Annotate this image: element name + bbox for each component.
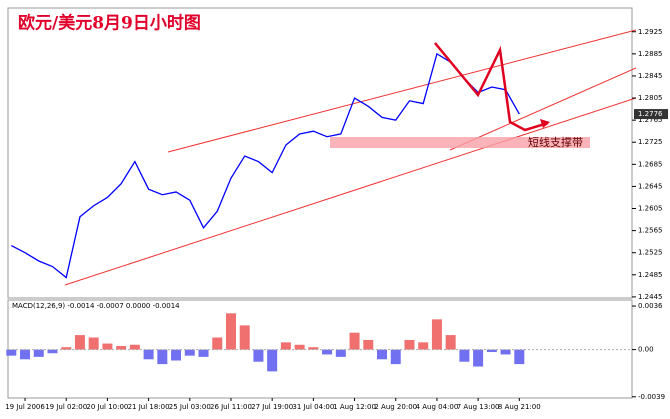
x-tick-label: 4 Aug 04:00 (416, 403, 459, 411)
macd-bar (225, 313, 236, 350)
macd-bar (308, 347, 319, 350)
macd-bar (239, 325, 250, 350)
x-tick-label: 25 Jul 03:00 (169, 403, 211, 411)
macd-bar (20, 349, 31, 360)
support-band (330, 137, 590, 148)
support-note: 短线支撑带 (528, 135, 583, 149)
macd-bar (47, 349, 58, 354)
macd-bar (6, 349, 17, 356)
macd-bar (390, 349, 401, 365)
y-tick-label: 1.2645 (638, 182, 663, 190)
macd-bar (363, 339, 374, 350)
macd-bar (500, 349, 511, 355)
macd-bar (322, 349, 333, 355)
macd-label: MACD(12,26,9) -0.0014 -0.0007 0.0000 -0.… (12, 302, 180, 310)
macd-bar (404, 339, 415, 350)
macd-bar (88, 337, 99, 350)
macd-bar (253, 349, 264, 362)
macd-bar (267, 349, 278, 372)
x-tick-label: 8 Aug 21:00 (498, 403, 541, 411)
macd-bar (157, 349, 168, 365)
y-tick-label: 1.2845 (638, 72, 663, 80)
macd-bar (171, 349, 182, 361)
macd-bar (349, 332, 360, 350)
x-tick-label: 2 Aug 20:00 (374, 403, 417, 411)
channel-lower (64, 97, 637, 286)
macd-bar (280, 342, 291, 350)
y-tick-label: 1.2765 (638, 116, 663, 124)
arrow-head (540, 119, 550, 128)
price-panel (7, 7, 633, 299)
macd-bar (116, 345, 127, 350)
last-price-box (634, 109, 668, 120)
chart-title: 欧元/美元8月9日小时图 (18, 13, 201, 34)
x-tick-label: 1 Aug 12:00 (333, 403, 376, 411)
y-tick-label: 1.2445 (638, 293, 663, 301)
channel-lines (64, 29, 637, 286)
y-tick-label: 1.2525 (638, 249, 663, 257)
y-tick-label: 1.2565 (638, 227, 663, 235)
macd-panel (7, 299, 633, 399)
macd-bar (61, 347, 72, 350)
macd-bar (514, 349, 525, 365)
last-price-label: 1.2776 (638, 110, 663, 118)
macd-bar (459, 349, 470, 362)
title-bg (14, 12, 264, 36)
forecast-arrow (434, 42, 549, 132)
macd-bar (335, 349, 346, 357)
macd-bar (198, 349, 209, 357)
y-tick-label: 1.2885 (638, 50, 663, 58)
price-line (10, 52, 520, 279)
macd-bar (212, 337, 223, 350)
y2-tick-label: 0.0036 (638, 302, 663, 310)
x-tick-label: 19 Jul 2006 (5, 403, 45, 411)
macd-bar (473, 349, 484, 367)
y-tick-label: 1.2685 (638, 160, 663, 168)
channel-upper (167, 29, 637, 153)
x-tick-label: 20 Jul 10:00 (86, 403, 128, 411)
x-tick-label: 21 Jul 18:00 (128, 403, 170, 411)
x-tick-label: 7 Aug 13:00 (457, 403, 500, 411)
macd-bar (102, 343, 113, 350)
macd-bar (143, 349, 154, 360)
y-tick-label: 1.2485 (638, 271, 663, 279)
macd-bar (184, 349, 195, 356)
macd-bar (129, 344, 140, 350)
y2-tick-label: -0.0039 (638, 393, 665, 401)
macd-bar (294, 344, 305, 350)
y-tick-label: 1.2605 (638, 205, 663, 213)
macd-bar (445, 335, 456, 350)
macd-bar (486, 349, 497, 353)
macd-bar (74, 335, 85, 350)
x-tick-label: 27 Jul 19:00 (251, 403, 293, 411)
macd-bar (377, 349, 388, 360)
x-tick-label: 19 Jul 02:00 (45, 403, 87, 411)
y-tick-label: 1.2925 (638, 28, 663, 36)
channel-middle (449, 67, 637, 151)
macd-bar (418, 342, 429, 350)
x-tick-label: 31 Jul 04:00 (292, 403, 334, 411)
macd-bar (33, 349, 44, 357)
y-tick-label: 1.2725 (638, 138, 663, 146)
y2-tick-label: 0.00 (638, 346, 654, 354)
x-tick-label: 26 Jul 11:00 (210, 403, 252, 411)
y-tick-label: 1.2805 (638, 94, 663, 102)
macd-bar (431, 319, 442, 350)
